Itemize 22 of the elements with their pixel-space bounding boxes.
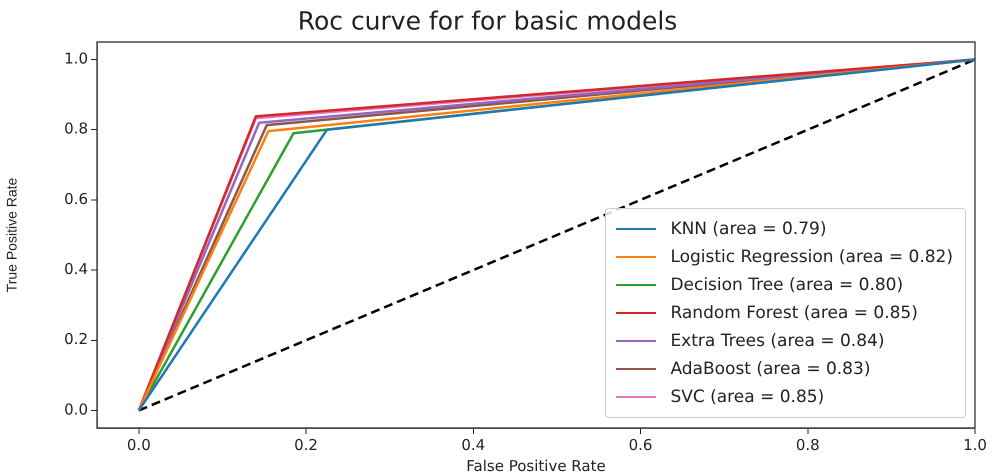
legend-label: SVC (area = 0.85) — [670, 387, 824, 407]
x-tick-label: 1.0 — [963, 436, 987, 454]
y-tick-label: 0.6 — [64, 190, 88, 208]
x-tick-label: 0.4 — [461, 436, 486, 454]
chart-title: Roc curve for for basic models — [298, 6, 678, 36]
legend-label: Random Forest (area = 0.85) — [670, 303, 918, 323]
x-tick-label: 0.2 — [294, 436, 318, 454]
x-tick-label: 0.0 — [126, 436, 151, 454]
legend-label: AdaBoost (area = 0.83) — [670, 359, 870, 379]
legend-label: Logistic Regression (area = 0.82) — [670, 247, 953, 267]
x-tick-label: 0.8 — [796, 436, 820, 454]
legend-label: Decision Tree (area = 0.80) — [670, 275, 904, 295]
x-axis-title: False Positive Rate — [466, 456, 606, 475]
y-tick-label: 0.8 — [64, 120, 88, 138]
y-tick-label: 0.2 — [64, 330, 88, 348]
y-tick-label: 0.4 — [64, 260, 88, 278]
y-tick-label: 0.0 — [64, 400, 88, 418]
y-tick-label: 1.0 — [64, 49, 88, 68]
x-tick-label: 0.6 — [628, 436, 652, 454]
y-axis-title: True Positive Rate — [3, 177, 20, 292]
legend-label: KNN (area = 0.79) — [670, 219, 827, 239]
legend-label: Extra Trees (area = 0.84) — [670, 331, 884, 351]
